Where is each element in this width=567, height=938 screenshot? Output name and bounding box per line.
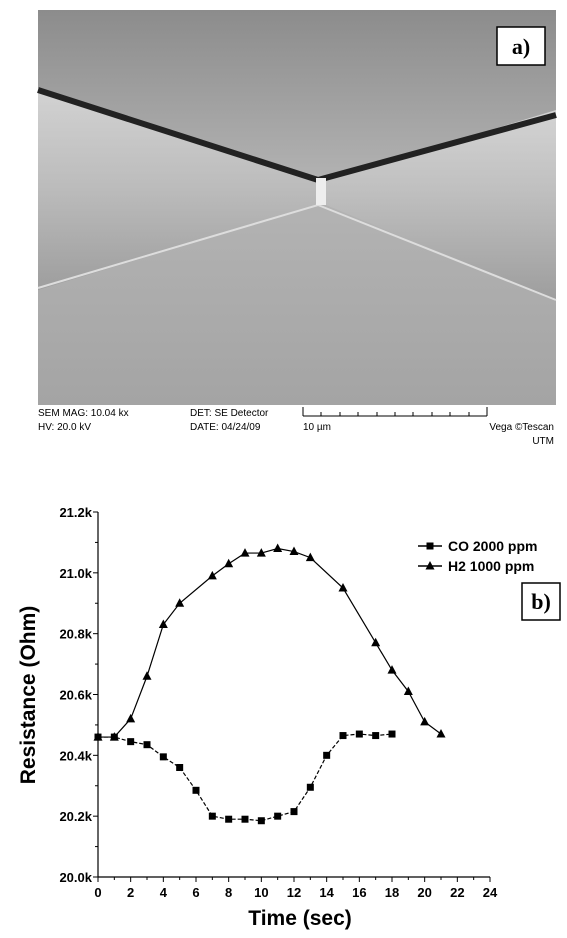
marker <box>257 817 265 825</box>
marker <box>306 783 314 791</box>
series-line <box>98 733 393 822</box>
x-tick-label: 6 <box>192 885 199 900</box>
marker <box>225 815 233 823</box>
sem-maker: Vega ©Tescan <box>489 422 554 433</box>
marker <box>323 751 331 759</box>
sem-image: a) <box>37 10 557 405</box>
marker <box>289 546 299 556</box>
marker <box>127 738 135 746</box>
marker <box>175 598 185 607</box>
y-tick-label: 20.8k <box>59 627 92 642</box>
legend-marker <box>425 561 435 570</box>
sem-scale: 10 µm <box>303 422 331 433</box>
panel-label: a) <box>512 34 530 59</box>
marker <box>158 619 168 629</box>
y-tick-label: 21.2k <box>59 505 92 520</box>
x-tick-label: 4 <box>160 885 168 900</box>
x-tick-label: 14 <box>319 885 334 900</box>
marker <box>355 730 363 738</box>
x-tick-label: 18 <box>385 885 399 900</box>
marker <box>159 753 167 761</box>
x-tick-label: 10 <box>254 885 268 900</box>
x-tick-label: 12 <box>287 885 301 900</box>
marker <box>143 741 151 749</box>
marker <box>387 665 397 674</box>
x-tick-label: 24 <box>483 885 498 900</box>
y-tick-label: 20.2k <box>59 809 92 824</box>
sem-det: DET: SE Detector <box>190 408 269 419</box>
panel-label: b) <box>531 589 551 614</box>
sem-date: DATE: 04/24/09 <box>190 422 261 433</box>
marker <box>290 808 298 816</box>
y-axis-label: Resistance (Ohm) <box>17 606 40 785</box>
sem-mag: SEM MAG: 10.04 kx <box>38 408 129 419</box>
marker <box>403 686 413 695</box>
marker <box>192 786 200 794</box>
panel-box <box>521 582 561 621</box>
marker <box>208 812 216 820</box>
sem-site: UTM <box>532 436 554 447</box>
x-tick-label: 22 <box>450 885 464 900</box>
marker <box>274 812 282 820</box>
marker <box>420 716 430 726</box>
marker <box>372 732 380 740</box>
marker <box>109 732 119 741</box>
marker <box>338 583 348 592</box>
marker <box>256 548 266 557</box>
scale-bar <box>302 407 488 417</box>
marker <box>176 764 184 771</box>
y-tick-label: 21.0k <box>59 566 92 581</box>
marker <box>142 671 152 680</box>
y-tick-label: 20.0k <box>59 870 92 885</box>
marker <box>339 732 347 740</box>
marker <box>436 729 446 738</box>
marker <box>371 637 381 647</box>
y-tick-label: 20.6k <box>59 688 92 703</box>
x-axis-label: Time (sec) <box>248 907 352 930</box>
x-tick-label: 16 <box>352 885 366 900</box>
x-tick-label: 2 <box>127 885 134 900</box>
x-tick-label: 0 <box>94 885 101 900</box>
series-line <box>98 547 442 738</box>
legend-marker <box>426 542 434 550</box>
x-tick-label: 20 <box>417 885 431 900</box>
marker <box>207 570 217 580</box>
sem-hv: HV: 20.0 kV <box>38 422 91 433</box>
legend-label: CO 2000 ppm <box>448 538 537 554</box>
marker <box>93 732 103 741</box>
y-tick-label: 20.4k <box>59 748 92 763</box>
marker <box>388 730 396 738</box>
marker <box>224 558 234 568</box>
marker <box>240 548 250 557</box>
marker <box>126 713 136 723</box>
marker <box>241 815 249 823</box>
marker <box>273 543 283 552</box>
marker <box>305 552 315 562</box>
x-tick-label: 8 <box>225 885 232 900</box>
legend-label: H2 1000 ppm <box>448 558 534 574</box>
